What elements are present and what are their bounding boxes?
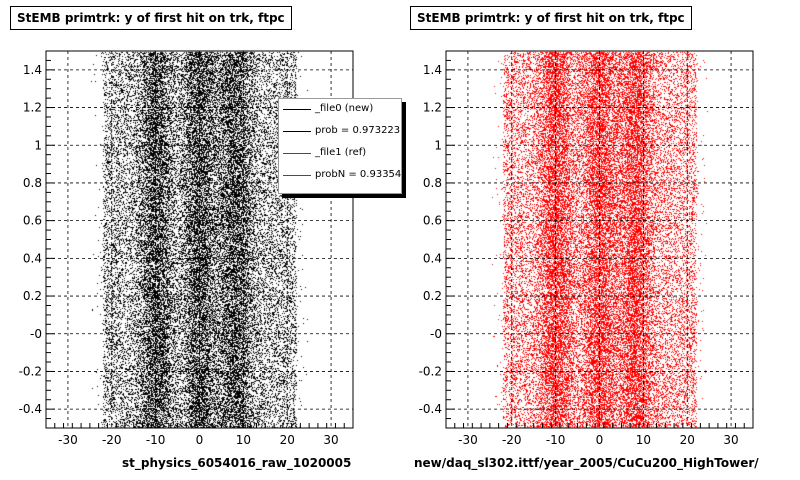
x-tick-label: -30 xyxy=(58,433,78,447)
legend-entry-prob: prob = 0.973223 xyxy=(279,121,401,143)
y-tick-label: 0.4 xyxy=(423,251,442,265)
legend-line xyxy=(283,131,311,132)
legend-label: probN = 0.933546 xyxy=(315,169,402,180)
y-tick-label: 1 xyxy=(34,138,42,152)
right-scatter-plot: -30 -20 -10 0 10 20 30 -0.4 -0.2 -0 0.2 0.4 0.6 0.8 1 1… xyxy=(419,50,754,447)
y-tick-label: 1.4 xyxy=(423,63,442,77)
y-tick-label: -0.4 xyxy=(419,402,442,416)
left-x-axis-label: st_physics_6054016_raw_1020005 xyxy=(122,456,352,470)
y-tick-label: 1.2 xyxy=(423,101,442,115)
y-tick-label: -0.2 xyxy=(419,364,442,378)
y-tick-label: -0.2 xyxy=(19,364,42,378)
legend-line xyxy=(283,153,311,154)
legend-label: prob = 0.973223 xyxy=(315,125,401,136)
x-tick-label: 0 xyxy=(196,433,204,447)
y-tick-label: 0.4 xyxy=(23,251,42,265)
y-tick-label: 0.2 xyxy=(23,289,42,303)
legend-line xyxy=(283,109,311,110)
x-tick-label: 20 xyxy=(280,433,295,447)
x-tick-label: -30 xyxy=(458,433,478,447)
right-x-axis-label: new/daq_sl302.ittf/year_2005/CuCu200_Hig… xyxy=(414,456,759,470)
x-tick-label: 0 xyxy=(596,433,604,447)
left-scatter-plot: -30 -20 -10 0 10 20 30 -0.4 -0.2 -0 0.2 0.4 0.6 0.8 1 1… xyxy=(19,50,354,447)
y-tick-label: 0.2 xyxy=(423,289,442,303)
legend-entry-file1: _file1 (ref) xyxy=(279,143,401,165)
x-tick-label: 20 xyxy=(680,433,695,447)
right-plot-title: StEMB primtrk: y of first hit on trk, ft… xyxy=(410,6,692,30)
left-plot-title: StEMB primtrk: y of first hit on trk, ft… xyxy=(10,6,292,30)
legend-label: _file0 (new) xyxy=(315,103,374,114)
x-tick-label: -20 xyxy=(102,433,122,447)
x-tick-label: -10 xyxy=(546,433,566,447)
legend: _file0 (new) prob = 0.973223 _file1 (ref… xyxy=(278,98,402,194)
legend-entry-probn: probN = 0.933546 xyxy=(279,165,401,187)
y-tick-label: 0.6 xyxy=(423,214,442,228)
right-plot-panel: -30 -20 -10 0 10 20 30 -0.4 -0.2 -0 0.2 0.4 0.6 0.8 1 1… xyxy=(400,0,800,480)
legend-line xyxy=(283,175,311,176)
y-tick-label: 1.4 xyxy=(23,63,42,77)
x-tick-label: 10 xyxy=(236,433,251,447)
legend-label: _file1 (ref) xyxy=(315,147,367,158)
legend-entry-file0: _file0 (new) xyxy=(279,99,401,121)
y-tick-label: 0.6 xyxy=(23,214,42,228)
x-tick-label: -20 xyxy=(502,433,522,447)
y-tick-label: -0.4 xyxy=(19,402,42,416)
x-tick-label: 10 xyxy=(636,433,651,447)
left-plot-panel: -30 -20 -10 0 10 20 30 -0.4 -0.2 -0 0.2 0.4 0.6 0.8 1 1… xyxy=(10,6,402,470)
y-tick-label: 0.8 xyxy=(23,176,42,190)
x-tick-label: -10 xyxy=(146,433,166,447)
x-tick-label: 30 xyxy=(323,433,338,447)
y-tick-label: 1 xyxy=(434,138,442,152)
x-tick-label: 30 xyxy=(723,433,738,447)
y-tick-label: 0.8 xyxy=(423,176,442,190)
y-tick-label: 1.2 xyxy=(23,101,42,115)
y-tick-label: -0 xyxy=(430,327,442,341)
y-tick-label: -0 xyxy=(30,327,42,341)
